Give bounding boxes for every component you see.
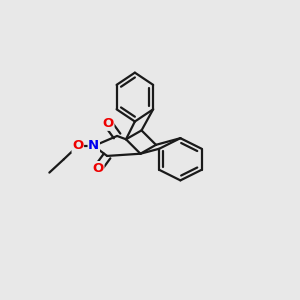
Text: O: O	[93, 162, 104, 175]
Text: O: O	[72, 140, 83, 152]
Text: N: N	[88, 140, 99, 152]
Text: O: O	[103, 117, 114, 130]
